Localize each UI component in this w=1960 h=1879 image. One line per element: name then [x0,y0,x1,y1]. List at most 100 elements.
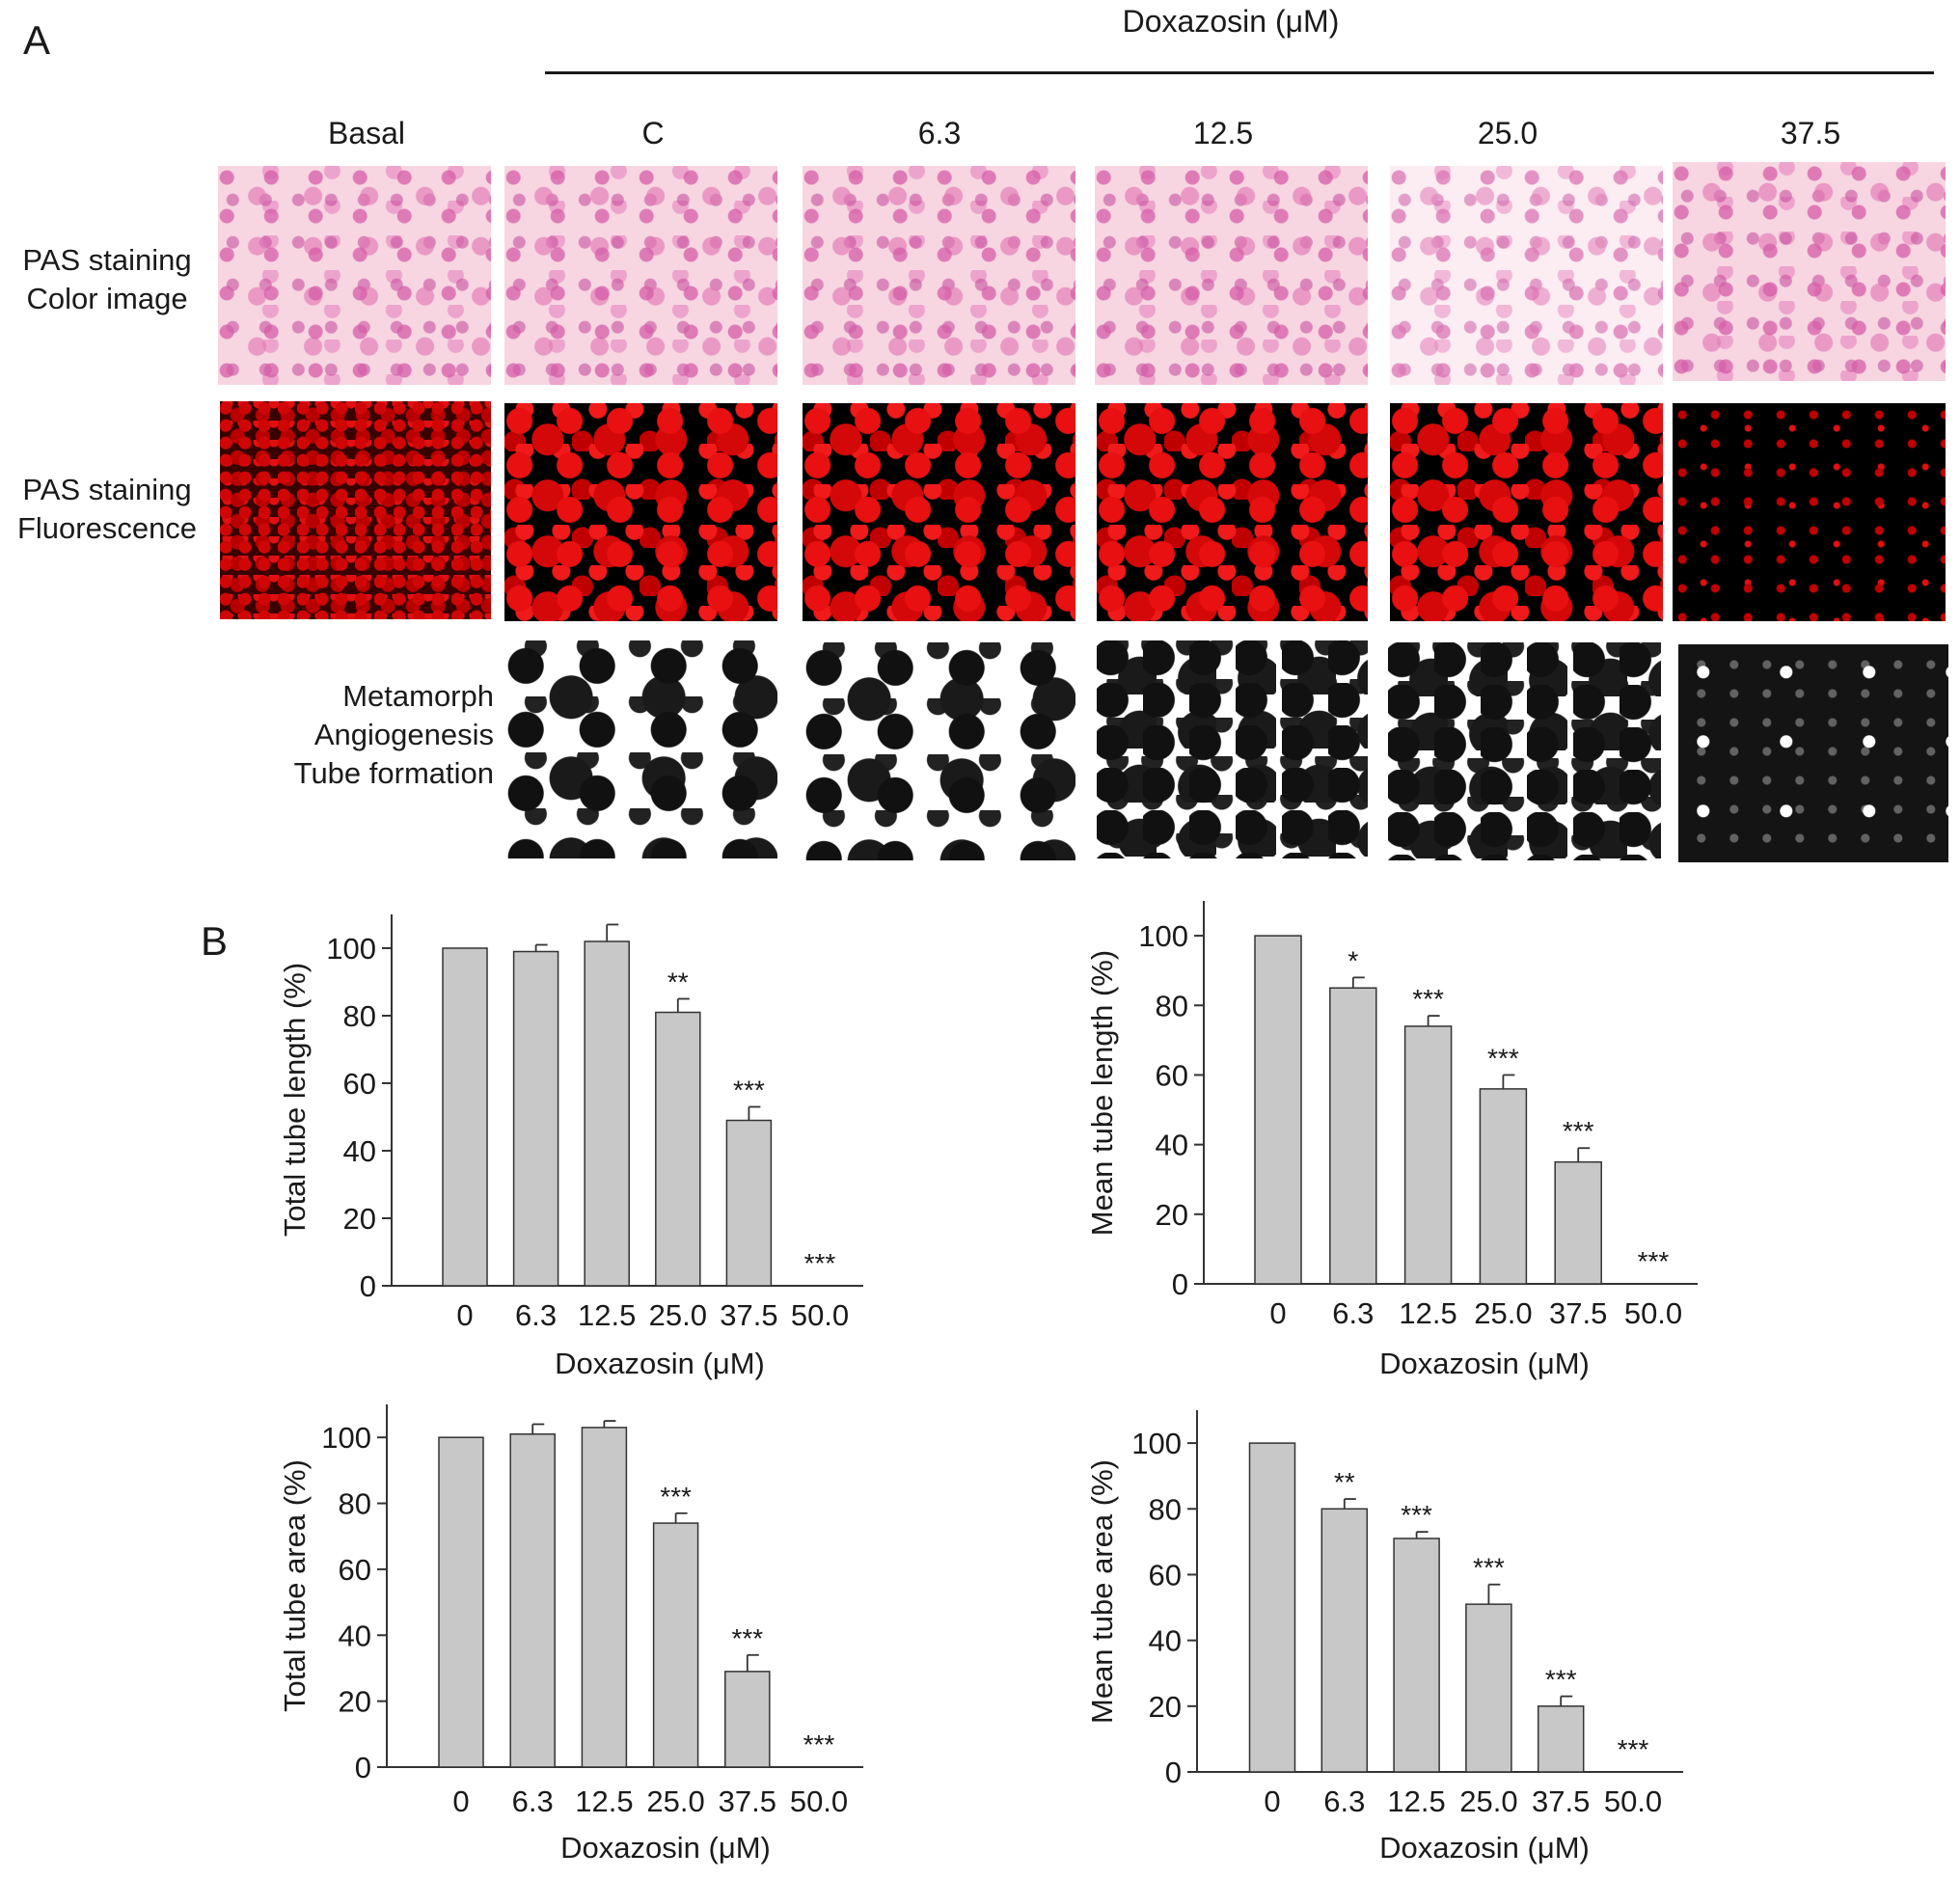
bar [438,1436,484,1768]
micrograph-pas-color-basal [218,166,491,385]
significance-label: *** [731,1623,763,1653]
chart-mean-tube-area: 0 20 40 60 80 100 0 ** 6.3 *** 12.5 *** 25.0 *** 37.5 *… [1085,1410,1683,1865]
y-tick-label: 40 [1149,1624,1182,1658]
significance-label: *** [1618,1734,1649,1764]
micrograph-tube-formation-37-5 [1678,644,1948,862]
bar [652,1522,699,1768]
significance-label: ** [1334,1467,1355,1497]
significance-label: *** [1473,1553,1505,1583]
micrograph-tube-formation-control [504,640,777,858]
row-label-line: Fluorescence [16,511,198,545]
chart-mean-tube-length: 0 20 40 60 80 100 0 * 6.3 *** 12.5 *** 25.0 *** 37.5 **… [1085,901,1698,1380]
x-tick-label: 6.3 [512,1784,554,1818]
y-tick-label: 80 [343,999,376,1033]
significance-label: *** [804,1248,836,1278]
treatment-bracket-line [545,71,1934,74]
micrograph-pas-color-25-0 [1390,166,1663,385]
micrograph-pas-color-37-5 [1673,162,1946,381]
y-tick-label: 100 [1138,919,1188,953]
micrograph-pas-fluorescence-6-3 [803,403,1075,621]
y-tick-label: 20 [1149,1690,1182,1724]
bar [1537,1705,1585,1773]
x-axis-title: Doxazosin (μM) [560,1831,771,1865]
y-tick-label: 40 [1156,1129,1188,1162]
x-tick-label: 25.0 [646,1784,704,1818]
x-tick-label: 50.0 [791,1298,849,1332]
bar [1393,1538,1440,1773]
x-tick-label: 25.0 [1459,1784,1517,1818]
y-tick-label: 0 [360,1269,376,1303]
y-tick-label: 80 [1156,989,1188,1022]
x-tick-label: 37.5 [720,1298,777,1332]
micrograph-pas-fluorescence-12-5 [1097,403,1368,621]
bar [1403,1025,1453,1285]
y-tick-label: 60 [1149,1558,1182,1592]
x-tick-label: 12.5 [1387,1784,1445,1818]
x-tick-label: 12.5 [1399,1296,1456,1330]
significance-label: *** [1412,984,1444,1014]
x-axis-title: Doxazosin (μM) [555,1347,765,1380]
y-axis-title: Total tube length (%) [278,963,312,1237]
micrograph-pas-fluorescence-37-5 [1673,403,1946,621]
x-tick-label: 25.0 [649,1298,707,1332]
x-tick-label: 50.0 [1604,1784,1662,1818]
bar [725,1119,773,1287]
x-tick-label: 12.5 [578,1298,636,1332]
panel-a-letter: A [23,17,51,63]
bar [724,1671,771,1768]
significance-label: ** [667,967,689,997]
row-label-pas-fluorescence: PAS staining Fluorescence [0,471,214,548]
x-axis-title: Doxazosin (μM) [1379,1831,1590,1865]
x-tick-label: 6.3 [1323,1784,1365,1818]
micrograph-pas-fluorescence-basal [220,401,491,619]
row-label-metamorph: Metamorph Angiogenesis Tube formation [253,677,494,793]
panel-b-letter: B [201,918,229,964]
y-tick-label: 20 [1156,1198,1188,1232]
bar [1254,935,1302,1285]
x-tick-label: 37.5 [1532,1784,1590,1818]
micrograph-tube-formation-6-3 [803,642,1075,860]
micrograph-pas-fluorescence-25-0 [1390,403,1663,621]
x-tick-label: 12.5 [575,1784,633,1818]
y-tick-label: 20 [339,1685,371,1719]
row-label-line: Angiogenesis [313,718,494,751]
bar [1479,1088,1528,1285]
y-tick-label: 60 [339,1553,371,1587]
row-label-line: Color image [26,282,188,315]
bar [1465,1603,1512,1773]
x-tick-label: 37.5 [1549,1296,1607,1330]
bar [512,950,559,1287]
y-axis-title: Total tube area (%) [278,1459,312,1712]
bar [509,1433,556,1768]
bar [584,940,630,1287]
y-tick-label: 80 [1149,1492,1182,1526]
column-header-25-0: 25.0 [1477,116,1538,150]
bar [1248,1442,1296,1773]
column-header-37-5: 37.5 [1780,116,1841,150]
y-tick-label: 0 [1172,1267,1188,1301]
bar [1329,987,1377,1285]
micrograph-pas-color-6-3 [803,166,1075,385]
x-tick-label: 37.5 [719,1784,776,1818]
row-label-pas-color: PAS staining Color image [0,241,214,318]
y-tick-label: 20 [343,1202,376,1236]
x-tick-label: 0 [1264,1784,1280,1818]
row-label-line: Tube formation [293,756,494,790]
column-header-6-3: 6.3 [917,116,962,150]
significance-label: * [1348,945,1358,975]
y-axis-title: Mean tube length (%) [1085,950,1119,1236]
x-tick-label: 0 [1269,1296,1286,1330]
significance-label: *** [1545,1665,1577,1695]
y-tick-label: 100 [321,1421,371,1455]
chart-total-tube-length: 0 20 40 60 80 100 0 6.3 12.5 ** 25.0 *** 37.5 *** 50.0… [278,914,863,1380]
significance-label: *** [1563,1116,1594,1146]
y-tick-label: 80 [339,1487,371,1521]
y-tick-label: 40 [343,1134,376,1168]
row-label-line: PAS staining [22,243,192,277]
y-tick-label: 0 [1165,1756,1182,1789]
chart-total-tube-area: 0 20 40 60 80 100 0 6.3 12.5 *** 25.0 *** 37.5 *** 50.… [278,1404,863,1865]
treatment-header: Doxazosin (μM) [1122,4,1340,39]
x-tick-label: 25.0 [1474,1296,1532,1330]
x-tick-label: 50.0 [1624,1296,1682,1330]
